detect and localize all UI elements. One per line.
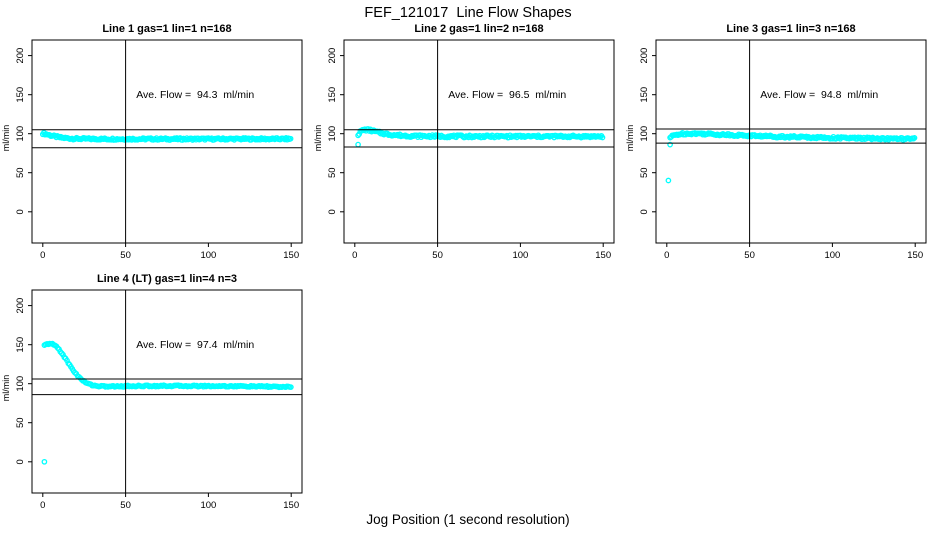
y-tick-label: 100: [639, 126, 650, 142]
x-tick-label: 50: [120, 250, 131, 261]
ave-flow-annotation: Ave. Flow = 94.3 ml/min: [136, 89, 254, 101]
x-axis-shared-label: Jog Position (1 second resolution): [366, 512, 570, 527]
y-tick-label: 200: [639, 48, 650, 64]
y-tick-label: 100: [15, 126, 26, 142]
subplot-title: Line 2 gas=1 lin=2 n=168: [414, 23, 543, 35]
y-tick-label: 200: [15, 48, 26, 64]
y-tick-label: 0: [327, 209, 338, 214]
outlier-point: [665, 177, 672, 184]
data-point: [64, 357, 70, 364]
x-tick-label: 50: [120, 500, 131, 511]
subplot-title: Line 4 (LT) gas=1 lin=4 n=3: [97, 273, 237, 285]
y-tick-label: 0: [639, 209, 650, 214]
x-tick-label: 150: [283, 500, 299, 511]
subplot-line-3-canvas: Line 3 gas=1 lin=3 n=168 0 50 100 150 0 50 100 1…: [625, 23, 927, 261]
y-tick-label: 50: [639, 167, 650, 178]
subplot-line-3: Line 3 gas=1 lin=3 n=168 0 50 100 150 0 50 100 1…: [624, 18, 936, 268]
data-point: [65, 360, 72, 367]
subplot-line-4-canvas: Line 4 (LT) gas=1 lin=4 n=3 0 50 100 150 0 50 1…: [1, 273, 303, 511]
y-tick-label: 200: [327, 48, 338, 64]
x-tick-label: 100: [200, 250, 216, 261]
plot-box: [31, 289, 303, 494]
y-tick-label: 200: [15, 298, 26, 314]
subplot-line-2: Line 2 gas=1 lin=2 n=168 0 50 100 150 0 50 100 1…: [312, 18, 624, 268]
subplot-title: Line 3 gas=1 lin=3 n=168: [726, 23, 855, 35]
data-point: [564, 134, 571, 141]
x-tick-label: 50: [432, 250, 443, 261]
ave-flow-annotation: Ave. Flow = 94.8 ml/min: [760, 89, 878, 101]
data-point: [287, 135, 294, 142]
ave-flow-annotation: Ave. Flow = 97.4 ml/min: [136, 339, 254, 351]
y-tick-label: 100: [15, 376, 26, 392]
y-tick-label: 150: [639, 87, 650, 103]
y-tick-label: 0: [15, 459, 26, 464]
x-tick-label: 0: [352, 250, 357, 261]
y-tick-label: 150: [15, 87, 26, 103]
subplot-title: Line 1 gas=1 lin=1 n=168: [102, 23, 231, 35]
plot-box: [31, 39, 303, 244]
x-tick-label: 100: [824, 250, 840, 261]
data-point: [582, 132, 589, 139]
y-axis-label: ml/min: [625, 125, 635, 152]
x-tick-label: 0: [40, 500, 45, 511]
y-tick-label: 50: [327, 167, 338, 178]
data-point: [242, 135, 249, 141]
subplot-line-1: Line 1 gas=1 lin=1 n=168 0 50 100 150 0 50 100 1…: [0, 18, 312, 268]
ave-flow-annotation: Ave. Flow = 96.5 ml/min: [448, 89, 566, 101]
x-tick-label: 150: [907, 250, 923, 261]
page-title: FEF_121017 Line Flow Shapes: [364, 5, 572, 21]
x-tick-label: 50: [744, 250, 755, 261]
y-axis-label: ml/min: [1, 375, 11, 402]
outlier-point: [41, 458, 48, 465]
x-tick-label: 0: [40, 250, 45, 261]
y-axis-label: ml/min: [1, 125, 11, 152]
plot-box: [343, 39, 615, 244]
y-tick-label: 100: [327, 126, 338, 142]
subplot-line-1-canvas: Line 1 gas=1 lin=1 n=168 0 50 100 150 0 50 100 1…: [1, 23, 303, 261]
data-point: [599, 134, 606, 141]
outlier-point: [355, 141, 361, 148]
y-tick-label: 0: [15, 209, 26, 214]
y-tick-label: 50: [15, 167, 26, 178]
x-tick-label: 150: [283, 250, 299, 261]
x-tick-label: 150: [595, 250, 611, 261]
outlier-point: [667, 141, 673, 148]
x-tick-label: 0: [664, 250, 669, 261]
data-point: [285, 135, 292, 142]
y-tick-label: 50: [15, 417, 26, 428]
y-axis-label: ml/min: [313, 125, 323, 152]
x-tick-label: 100: [512, 250, 528, 261]
x-tick-label: 100: [200, 500, 216, 511]
data-point: [911, 135, 918, 141]
y-tick-label: 150: [15, 337, 26, 353]
subplot-line-2-canvas: Line 2 gas=1 lin=2 n=168 0 50 100 150 0 50 100 1…: [313, 23, 615, 261]
plot-box: [655, 39, 927, 244]
data-point: [288, 384, 294, 390]
y-tick-label: 150: [327, 87, 338, 103]
subplot-line-4: Line 4 (LT) gas=1 lin=4 n=3 0 50 100 150 0 50 1…: [0, 268, 312, 518]
